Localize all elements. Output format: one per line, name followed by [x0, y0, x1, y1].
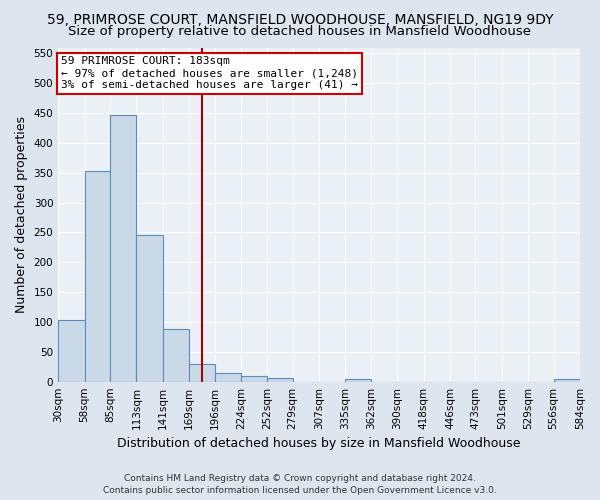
- Text: Size of property relative to detached houses in Mansfield Woodhouse: Size of property relative to detached ho…: [68, 25, 532, 38]
- X-axis label: Distribution of detached houses by size in Mansfield Woodhouse: Distribution of detached houses by size …: [118, 437, 521, 450]
- Text: 59 PRIMROSE COURT: 183sqm
← 97% of detached houses are smaller (1,248)
3% of sem: 59 PRIMROSE COURT: 183sqm ← 97% of detac…: [61, 56, 358, 90]
- Bar: [241, 376, 267, 382]
- Bar: [110, 115, 136, 382]
- Bar: [189, 364, 215, 382]
- Bar: [215, 374, 241, 382]
- Text: Contains HM Land Registry data © Crown copyright and database right 2024.
Contai: Contains HM Land Registry data © Crown c…: [103, 474, 497, 495]
- Bar: [136, 235, 163, 382]
- Bar: [163, 329, 189, 382]
- Bar: [85, 171, 110, 382]
- Bar: [58, 320, 85, 382]
- Y-axis label: Number of detached properties: Number of detached properties: [15, 116, 28, 313]
- Bar: [346, 378, 371, 382]
- Bar: [267, 378, 293, 382]
- Bar: [554, 378, 580, 382]
- Text: 59, PRIMROSE COURT, MANSFIELD WOODHOUSE, MANSFIELD, NG19 9DY: 59, PRIMROSE COURT, MANSFIELD WOODHOUSE,…: [47, 12, 553, 26]
